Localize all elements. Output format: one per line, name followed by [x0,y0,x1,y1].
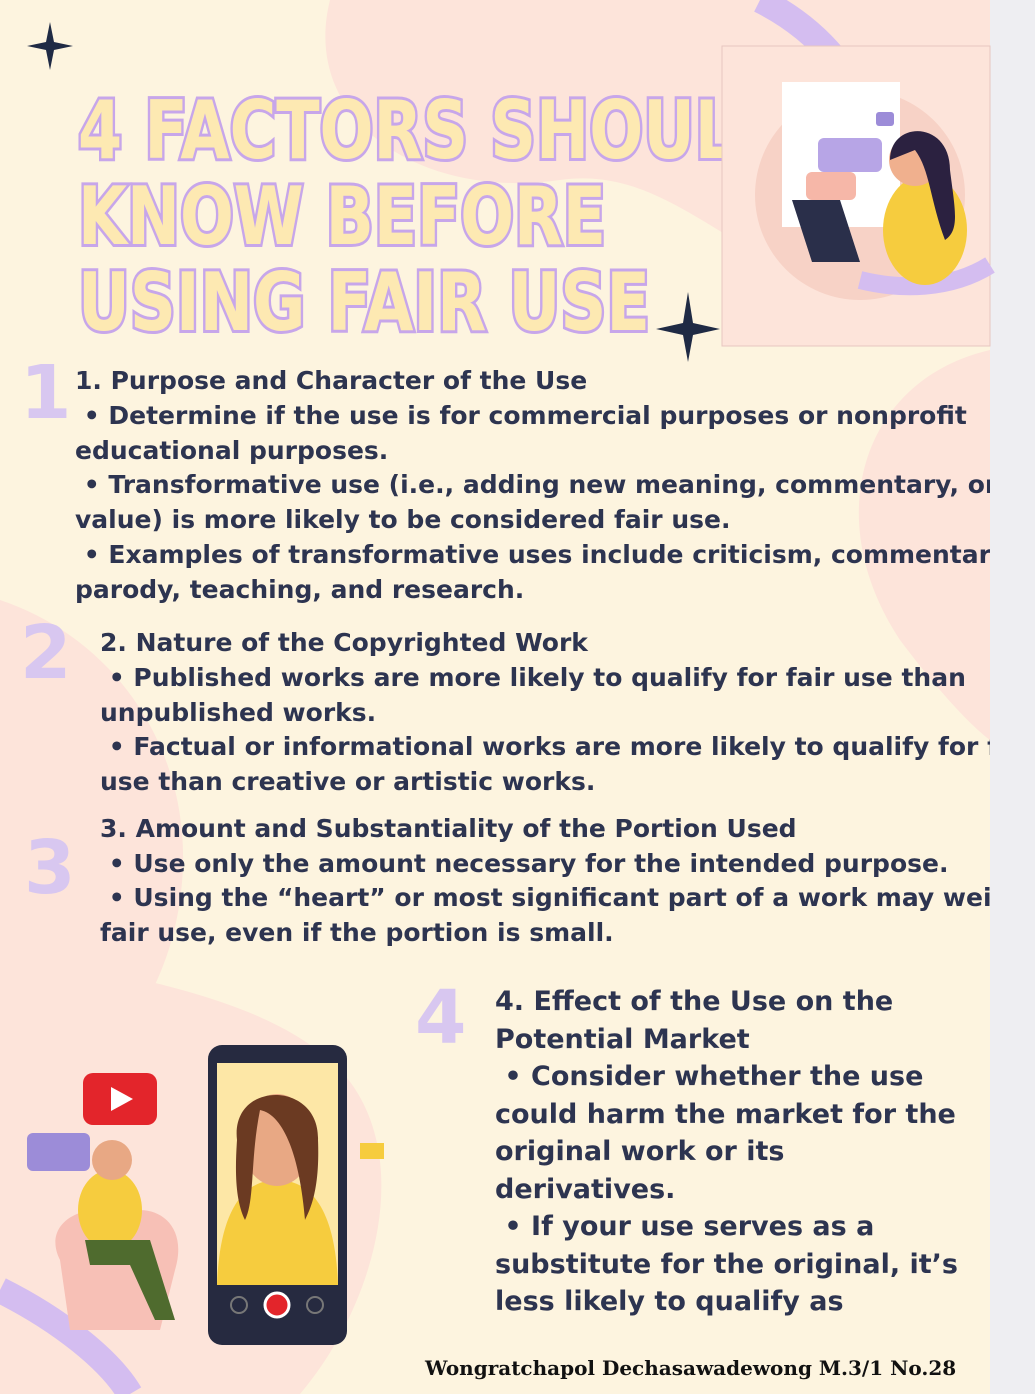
section-heading: 4. Effect of the Use on the [495,986,894,1017]
top-illustration [721,45,995,347]
section-text: • Factual or informational works are mor… [100,732,990,762]
section-number: 3 [24,825,76,911]
section-text: Potential Market [495,1023,750,1055]
section-text: substitute for the original, it’s [495,1248,958,1280]
section-number: 1 [20,350,72,436]
section-number: 2 [20,610,72,696]
bottom-illustration [27,1045,384,1345]
section-text: less likely to qualify as [495,1286,844,1317]
title-line: USING FAIR USE [78,256,650,349]
section-heading: 3. Amount and Substantiality of the Port… [100,814,797,843]
section-text: • Use only the amount necessary for the … [100,848,949,878]
section-text: • Determine if the use is for commercial… [75,400,967,430]
section-text: • Consider whether the use [495,1061,924,1092]
section-text: could harm the market for the [495,1098,956,1130]
section-text: value) is more likely to be considered f… [75,505,731,535]
section-text: • Using the “heart” or most significant … [108,883,990,912]
section-text: • If your use serves as a [495,1211,875,1242]
section-text: parody, teaching, and research. [75,574,525,604]
content: 1 1. Purpose and Character of the Use • D… [20,350,990,1317]
section-text: • Published works are more likely to qua… [100,662,966,692]
section-text: • Transformative use (i.e., adding new m… [75,470,990,500]
section-text: fair use, even if the portion is small. [100,917,614,947]
section-text: educational purposes. [75,435,389,465]
section-text: original work or its [495,1136,785,1167]
section-heading: 1. Purpose and Character of the Use [75,366,588,395]
section-heading: 2. Nature of the Copyrighted Work [100,628,588,657]
section-number: 4 [415,975,467,1061]
section-text: derivatives. [495,1173,676,1205]
title-line: KNOW BEFORE [78,170,606,263]
section-text: unpublished works. [100,697,377,727]
footer: Wongratchapol Dechasawadewong M.3/1 No.2… [425,1356,957,1380]
title-line: 4 FACTORS SHOULD [78,84,788,177]
section-text: • Examples of transformative uses includ… [75,540,990,569]
section-text: use than creative or artistic works. [100,767,596,797]
